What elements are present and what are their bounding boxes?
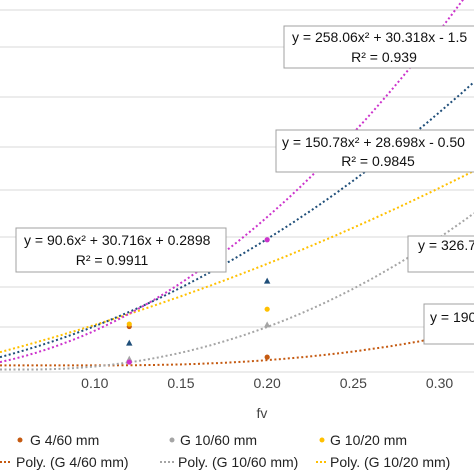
x-tick-label-2: 0.20: [254, 375, 281, 391]
equation-yellow-r2: R² = 0.9911: [76, 252, 149, 268]
equation-box-gray: y = 326.79: [407, 235, 474, 273]
equation-navy-r2: R² = 0.9845: [341, 153, 415, 169]
point-series-2-0: [126, 321, 132, 327]
legend-label-poly-g-10-60: Poly. (G 10/60 mm): [178, 454, 298, 470]
trendline-series-0: [0, 329, 474, 367]
equation-navy-line1: y = 150.78x² + 28.698x - 0.50: [282, 134, 465, 150]
equation-box-magenta: y = 258.06x² + 30.318x - 1.5 R² = 0.939: [283, 25, 474, 69]
trendline-series-1: [0, 212, 474, 371]
equation-yellow-line1: y = 90.6x² + 30.716x + 0.2898: [24, 232, 211, 248]
trendline-series-4: [0, 0, 465, 364]
legend-item-orange-marker: G 4/60 mm: [17, 432, 99, 448]
legend-item-orange-trend: Poly. (G 4/60 mm): [0, 454, 129, 470]
legend-item-yellow-marker: G 10/20 mm: [319, 432, 407, 448]
point-series-4-0: [126, 359, 132, 365]
equation-magenta-line1: y = 258.06x² + 30.318x - 1.5: [292, 29, 467, 45]
legend-item-gray-marker: G 10/60 mm: [169, 432, 257, 448]
legend-label-g-10-20: G 10/20 mm: [330, 432, 407, 448]
point-series-1-1: [263, 321, 271, 328]
equation-gray-line1: y = 326.79: [418, 237, 474, 253]
x-tick-label-3: 0.25: [340, 375, 367, 391]
legend-label-poly-g-10-20: Poly. (G 10/20 mm): [330, 454, 450, 470]
point-series-2-1: [264, 306, 270, 312]
equation-box-navy: y = 150.78x² + 28.698x - 0.50 R² = 0.984…: [275, 129, 474, 173]
legend-item-gray-trend: Poly. (G 10/60 mm): [160, 454, 298, 470]
point-series-3-1: [263, 277, 271, 284]
trendline-series-2: [0, 169, 474, 354]
legend-label-g-4-60: G 4/60 mm: [30, 432, 99, 448]
equation-labels: y = 258.06x² + 30.318x - 1.5 R² = 0.939 …: [15, 25, 474, 345]
x-axis-title: fv: [257, 405, 268, 421]
x-tick-label-0: 0.10: [81, 375, 108, 391]
equation-box-orange: y = 190: [423, 303, 474, 345]
x-tick-label-4: 0.30: [426, 375, 453, 391]
legend: G 4/60 mm G 10/60 mm G 10/20 mm Poly. (G…: [0, 432, 450, 470]
equation-orange-line1: y = 190: [430, 309, 474, 325]
gridlines: [0, 9, 474, 373]
x-tick-label-1: 0.15: [167, 375, 194, 391]
trendline-series-3: [0, 81, 474, 359]
x-axis-ticks: 0.10 0.15 0.20 0.25 0.30: [81, 375, 453, 391]
point-series-3-0: [126, 339, 133, 346]
point-series-0-1: [264, 354, 270, 360]
data-points: [126, 237, 271, 365]
legend-label-poly-g-4-60: Poly. (G 4/60 mm): [16, 454, 129, 470]
trendlines: [0, 0, 474, 371]
point-series-4-1: [264, 237, 270, 243]
legend-label-g-10-60: G 10/60 mm: [180, 432, 257, 448]
equation-box-yellow: y = 90.6x² + 30.716x + 0.2898 R² = 0.991…: [15, 227, 227, 273]
equation-magenta-r2: R² = 0.939: [351, 49, 417, 65]
legend-item-yellow-trend: Poly. (G 10/20 mm): [316, 454, 450, 470]
